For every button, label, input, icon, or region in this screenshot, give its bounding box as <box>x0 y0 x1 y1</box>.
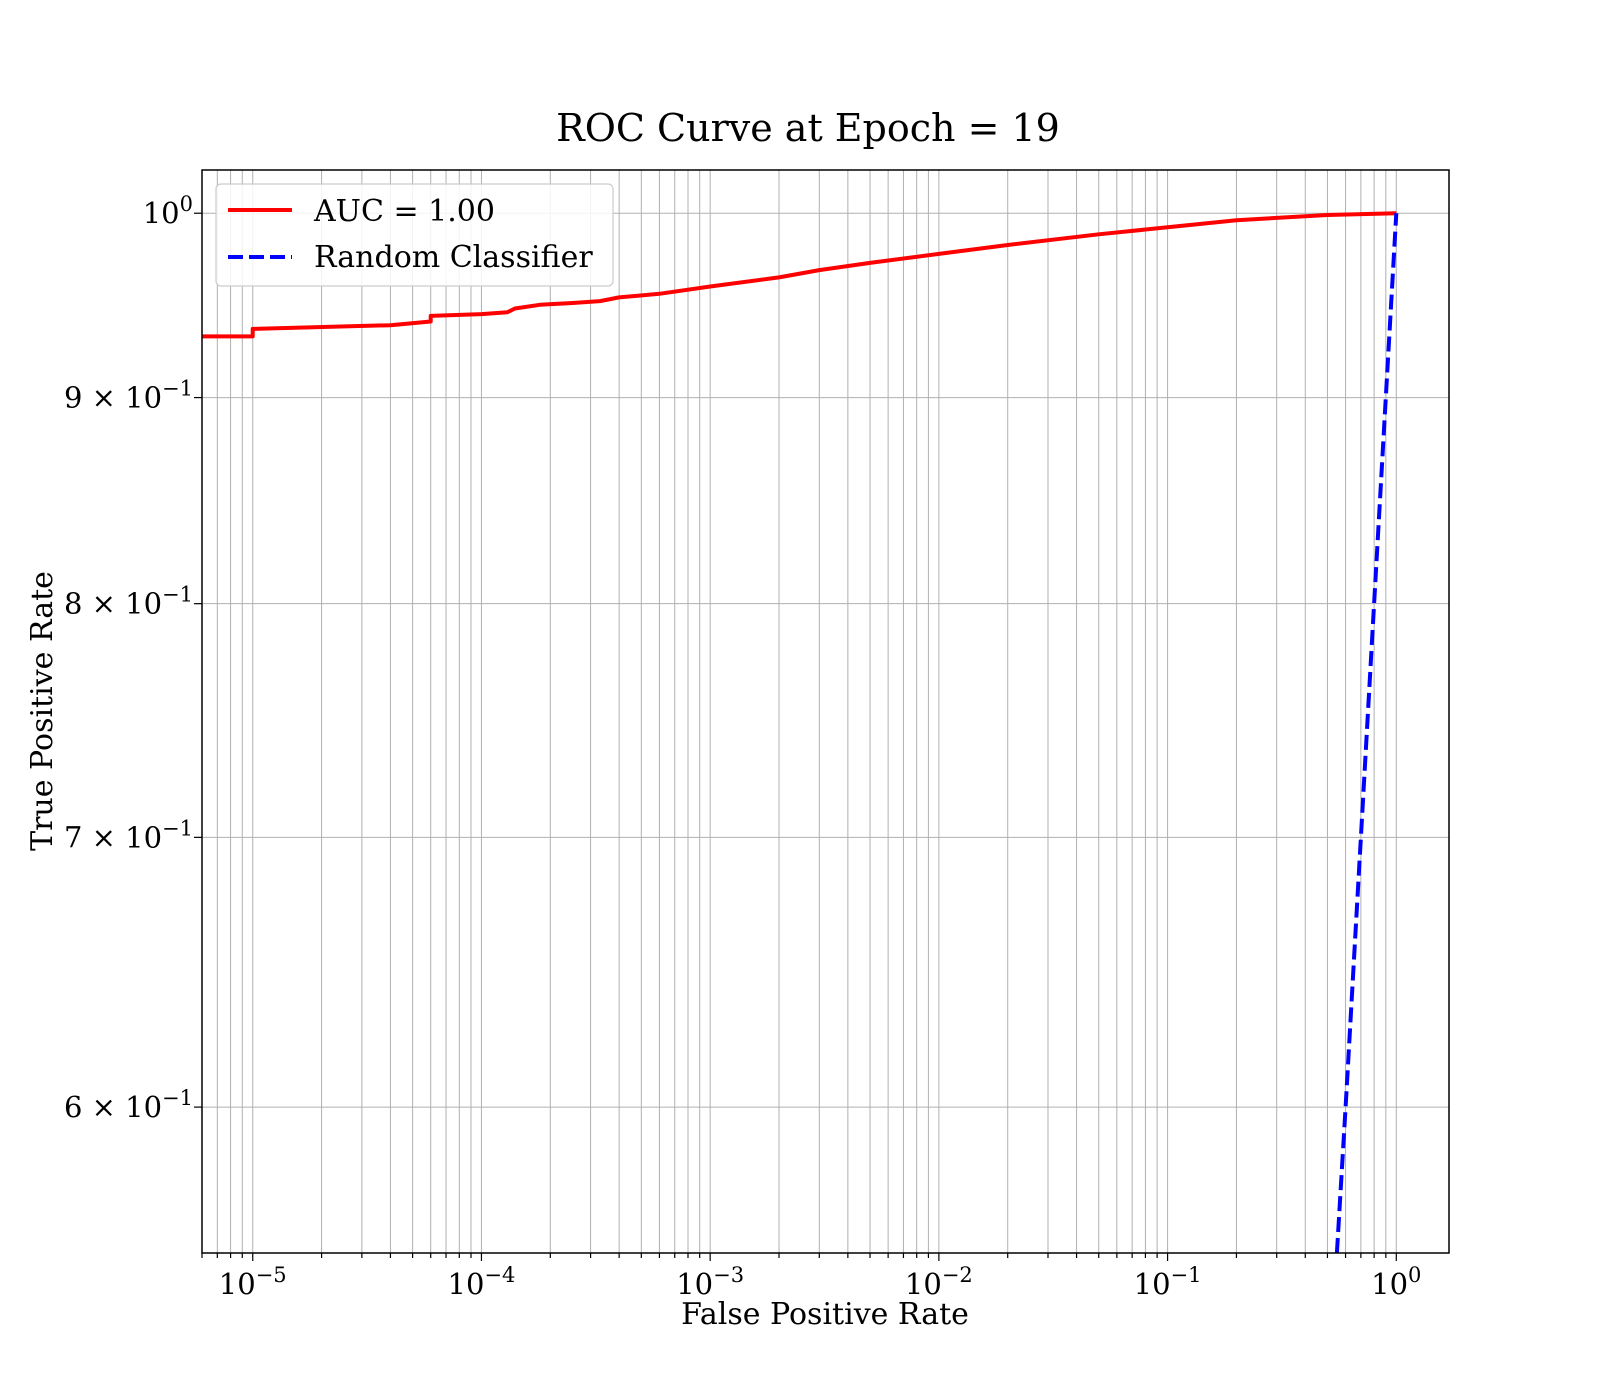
plot-frame <box>201 169 1450 1254</box>
x-tick-label: 10−3 <box>676 1263 744 1301</box>
y-tick-label: 100 <box>143 192 193 230</box>
x-tick-label: 10−5 <box>219 1263 287 1301</box>
legend-label-auc: AUC = 1.00 <box>313 194 495 229</box>
legend-label-random: Random Classifier <box>314 240 593 275</box>
x-tick-label: 10−1 <box>1134 1263 1202 1301</box>
legend-frame <box>215 183 614 287</box>
x-axis-title: False Positive Rate <box>681 1297 969 1332</box>
x-tick-label: 10−2 <box>905 1263 973 1301</box>
grid-lines <box>201 170 1449 1253</box>
series-layer <box>202 211 1399 1254</box>
roc-curve-line <box>202 211 1397 339</box>
y-tick-label: 9 × 10−1 <box>64 377 193 415</box>
y-axis-title: True Positive Rate <box>25 571 60 851</box>
y-tick-label: 8 × 10−1 <box>64 583 193 621</box>
y-axis-ticks: 100 9 × 10−1 8 × 10−1 7 × 10−1 6 × 10−1 <box>64 192 202 1124</box>
y-tick-label: 6 × 10−1 <box>64 1086 193 1124</box>
random-classifier-line <box>1334 213 1399 1254</box>
chart-title: ROC Curve at Epoch = 19 <box>556 106 1060 150</box>
legend: AUC = 1.00 Random Classifier <box>215 183 614 287</box>
x-axis-ticks: 10−5 10−4 10−3 10−2 10−1 100 <box>201 1253 1421 1301</box>
x-tick-label: 100 <box>1371 1263 1421 1301</box>
y-tick-label: 7 × 10−1 <box>64 816 193 854</box>
x-tick-label: 10−4 <box>448 1263 516 1301</box>
